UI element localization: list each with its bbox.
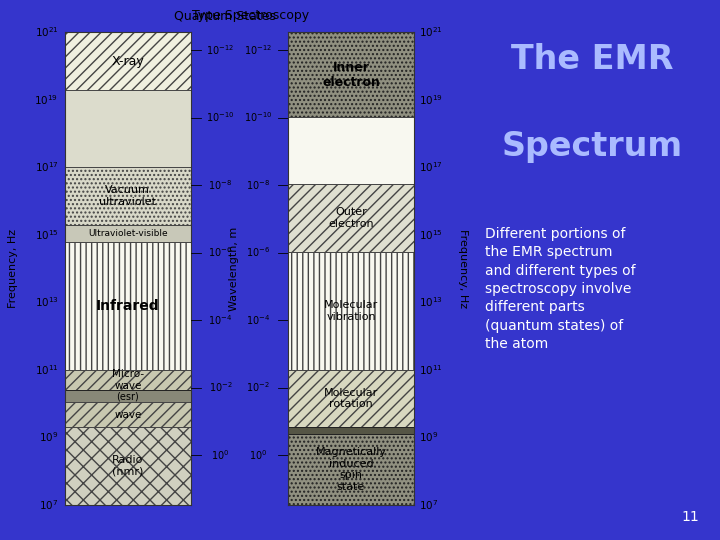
Text: Ultraviolet-visible: Ultraviolet-visible xyxy=(88,229,168,238)
Bar xyxy=(288,32,414,117)
Text: wave: wave xyxy=(114,410,142,420)
Text: Type Spectroscopy: Type Spectroscopy xyxy=(192,9,309,22)
Text: $10^{19}$: $10^{19}$ xyxy=(419,93,444,107)
Text: $10^{15}$: $10^{15}$ xyxy=(419,228,444,242)
Bar xyxy=(288,427,414,434)
Text: $10^{-12}$: $10^{-12}$ xyxy=(207,43,235,57)
Text: $10^{13}$: $10^{13}$ xyxy=(35,295,58,309)
Bar xyxy=(288,117,414,184)
Text: $10^{9}$: $10^{9}$ xyxy=(39,430,58,444)
Bar xyxy=(65,242,191,370)
Bar xyxy=(65,225,191,242)
Bar xyxy=(65,427,191,505)
Text: Molecular
rotation: Molecular rotation xyxy=(324,388,378,409)
Text: Frequency, Hz: Frequency, Hz xyxy=(8,229,17,308)
Text: $10^{9}$: $10^{9}$ xyxy=(419,430,438,444)
Bar xyxy=(65,370,191,390)
Text: $10^{11}$: $10^{11}$ xyxy=(419,363,444,377)
Text: $10^{-10}$: $10^{-10}$ xyxy=(206,111,235,124)
Text: $10^{15}$: $10^{15}$ xyxy=(35,228,58,242)
Text: $10^{-2}$: $10^{-2}$ xyxy=(246,381,270,394)
Text: Outer
electron: Outer electron xyxy=(328,207,374,229)
Bar xyxy=(288,252,414,370)
Text: $10^{19}$: $10^{19}$ xyxy=(35,93,58,107)
Text: Micro-
wave: Micro- wave xyxy=(112,369,144,391)
Bar xyxy=(65,167,191,225)
Bar xyxy=(65,32,191,90)
Text: Inner
electron: Inner electron xyxy=(322,60,380,89)
Text: $10^{-6}$: $10^{-6}$ xyxy=(208,246,233,259)
Text: $10^{-10}$: $10^{-10}$ xyxy=(244,111,273,124)
Text: $10^{-4}$: $10^{-4}$ xyxy=(246,313,271,327)
Text: $10^{21}$: $10^{21}$ xyxy=(35,25,58,39)
Text: Spectrum: Spectrum xyxy=(502,130,683,163)
Text: $10^{17}$: $10^{17}$ xyxy=(419,160,444,174)
Text: $10^{7}$: $10^{7}$ xyxy=(419,498,438,512)
Text: $10^{17}$: $10^{17}$ xyxy=(35,160,58,174)
Text: Infrared: Infrared xyxy=(96,299,160,313)
Text: Molecular
vibration: Molecular vibration xyxy=(324,300,378,322)
Bar xyxy=(288,184,414,252)
Text: $10^{11}$: $10^{11}$ xyxy=(35,363,58,377)
Text: Radio
(nmr): Radio (nmr) xyxy=(112,455,143,477)
Bar xyxy=(288,434,414,505)
Text: Quantum States: Quantum States xyxy=(174,9,276,22)
Text: $10^{-8}$: $10^{-8}$ xyxy=(246,178,270,192)
Text: $10^{-2}$: $10^{-2}$ xyxy=(209,381,233,394)
Text: $10^{0}$: $10^{0}$ xyxy=(211,448,230,462)
Text: (esr): (esr) xyxy=(117,391,139,401)
Text: $10^{-12}$: $10^{-12}$ xyxy=(244,43,272,57)
Bar xyxy=(65,390,191,402)
Bar xyxy=(65,402,191,427)
Text: $10^{-8}$: $10^{-8}$ xyxy=(209,178,233,192)
Text: $10^{-6}$: $10^{-6}$ xyxy=(246,246,271,259)
Text: Wavelength, m: Wavelength, m xyxy=(229,226,239,311)
Text: $10^{13}$: $10^{13}$ xyxy=(419,295,444,309)
Bar xyxy=(288,370,414,427)
Text: $10^{7}$: $10^{7}$ xyxy=(39,498,58,512)
Text: The EMR: The EMR xyxy=(511,43,673,76)
Text: Magnetically
induced
spin
state: Magnetically induced spin state xyxy=(315,447,387,492)
Text: Frequency, Hz: Frequency, Hz xyxy=(458,229,467,308)
Text: $10^{0}$: $10^{0}$ xyxy=(249,448,268,462)
Text: 11: 11 xyxy=(682,510,700,524)
Text: X-ray: X-ray xyxy=(112,55,144,68)
Text: Vacuum
ultraviolet: Vacuum ultraviolet xyxy=(99,185,156,207)
Text: $10^{21}$: $10^{21}$ xyxy=(419,25,444,39)
Text: Different portions of
the EMR spectrum
and different types of
spectroscopy invol: Different portions of the EMR spectrum a… xyxy=(485,227,636,351)
Text: $10^{-4}$: $10^{-4}$ xyxy=(208,313,233,327)
